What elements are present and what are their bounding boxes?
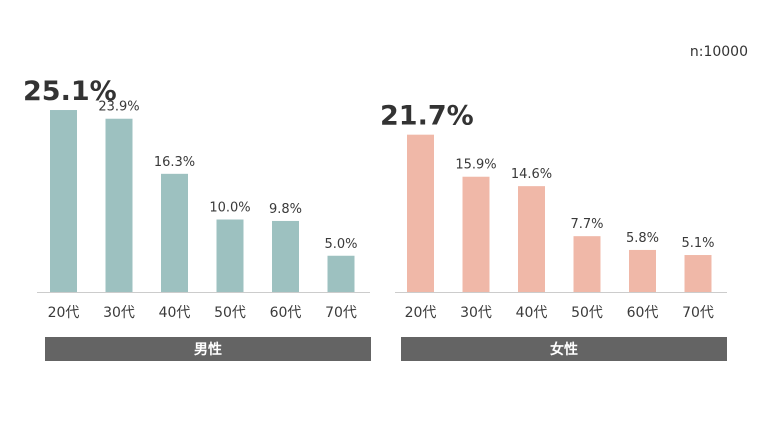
female-category-label-0: 20代: [405, 305, 437, 321]
female-category-label-2: 40代: [516, 305, 548, 321]
male-value-label-3: 10.0%: [209, 201, 250, 216]
female-bar-2: [518, 186, 545, 292]
female-value-label-0: 21.7%: [380, 101, 474, 132]
female-value-label-3: 7.7%: [570, 217, 603, 232]
male-value-label-5: 5.0%: [324, 237, 357, 252]
female-bar-5: [684, 255, 712, 292]
group-label-female: 女性: [401, 337, 727, 361]
male-category-label-4: 60代: [270, 305, 302, 321]
female-category-label-3: 50代: [571, 305, 603, 321]
female-category-label-5: 70代: [682, 305, 714, 321]
male-category-label-1: 30代: [103, 305, 135, 321]
female-bar-1: [462, 176, 490, 292]
male-category-label-3: 50代: [214, 305, 246, 321]
male-bar-5: [327, 255, 355, 292]
female-value-label-1: 15.9%: [455, 158, 496, 173]
male-category-label-0: 20代: [48, 305, 80, 321]
female-value-label-5: 5.1%: [681, 236, 714, 251]
male-value-label-4: 9.8%: [269, 202, 302, 217]
female-value-label-4: 5.8%: [626, 231, 659, 246]
male-bar-2: [161, 173, 188, 292]
female-value-label-2: 14.6%: [511, 167, 552, 182]
male-category-label-5: 70代: [325, 305, 357, 321]
male-value-label-2: 16.3%: [154, 155, 195, 170]
male-bar-0: [50, 110, 77, 293]
male-bar-3: [216, 219, 244, 292]
male-bar-1: [105, 118, 133, 292]
female-category-label-4: 60代: [627, 305, 659, 321]
group-label-male: 男性: [45, 337, 371, 361]
male-value-label-0: 25.1%: [23, 76, 117, 107]
male-value-label-1: 23.9%: [98, 100, 139, 115]
female-bar-0: [407, 134, 434, 292]
sample-size-label: n:10000: [689, 44, 748, 60]
male-category-label-2: 40代: [159, 305, 191, 321]
female-category-label-1: 30代: [460, 305, 492, 321]
female-bar-4: [629, 249, 656, 292]
female-bar-3: [573, 236, 601, 292]
male-bar-4: [272, 220, 299, 292]
